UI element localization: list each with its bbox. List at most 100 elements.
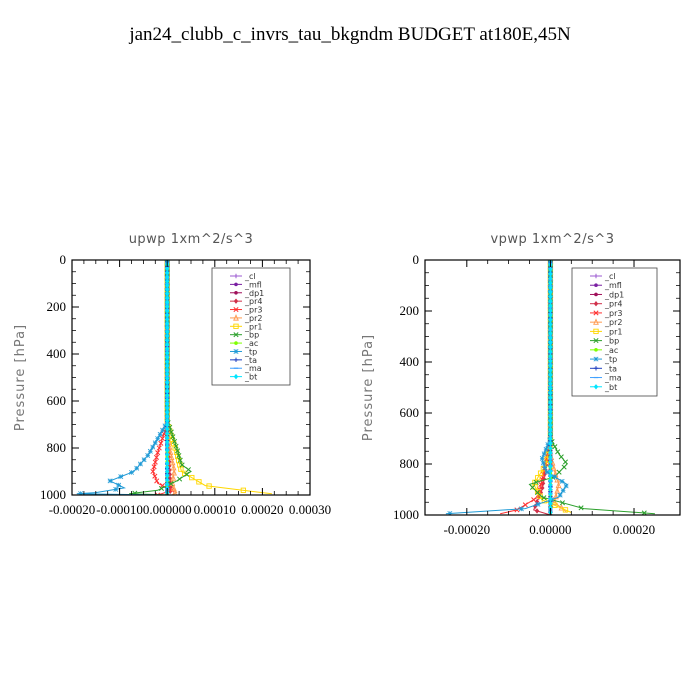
data-point — [189, 474, 195, 481]
data-point — [165, 341, 170, 348]
data-point — [165, 371, 170, 377]
data-point — [548, 271, 553, 277]
data-point — [165, 320, 170, 327]
data-point — [169, 458, 176, 466]
data-point — [538, 481, 544, 487]
legend-marker — [593, 328, 599, 335]
data-point — [548, 500, 553, 506]
data-point — [548, 298, 553, 305]
data-point — [165, 303, 170, 310]
data-point — [548, 427, 553, 433]
data-point — [561, 464, 567, 470]
x-tick-label: 0.00030 — [289, 502, 331, 517]
data-point — [548, 505, 553, 511]
y-tick-label: 800 — [47, 440, 67, 455]
data-point — [156, 445, 162, 451]
legend-marker — [594, 292, 598, 297]
legend-entry: _tp — [244, 347, 257, 356]
legend-marker — [594, 283, 598, 288]
data-point — [556, 469, 562, 475]
y-tick-label: 1000 — [40, 487, 66, 502]
data-point — [171, 438, 178, 444]
data-point — [533, 479, 539, 485]
x-tick-label: 0.000000 — [143, 502, 192, 517]
data-point — [537, 470, 544, 476]
data-point — [548, 381, 553, 387]
data-point — [541, 495, 547, 501]
legend-marker — [233, 348, 239, 354]
data-point — [165, 447, 170, 454]
panel-title: upwp 1xm^2/s^3 — [129, 232, 254, 247]
data-point — [548, 330, 553, 337]
data-point — [165, 451, 170, 458]
data-point — [165, 422, 170, 428]
legend-marker — [593, 273, 599, 279]
data-point — [551, 498, 558, 505]
legend-entry: _cl — [244, 272, 256, 281]
data-point — [170, 474, 177, 481]
data-point — [165, 278, 170, 284]
y-axis-label: Pressure [hPa] — [361, 334, 376, 441]
data-point — [78, 491, 84, 495]
data-point — [155, 450, 161, 456]
data-point — [548, 436, 553, 442]
data-point — [578, 505, 584, 511]
data-point — [129, 469, 134, 475]
data-point — [165, 434, 170, 441]
data-point — [552, 502, 558, 508]
legend-entry: _ac — [244, 339, 258, 348]
legend-marker — [233, 306, 239, 313]
data-point — [118, 474, 124, 480]
data-point — [165, 265, 170, 272]
x-tick-label: 0.00000 — [529, 522, 571, 537]
legend-entry: _ma — [244, 364, 262, 373]
data-point — [518, 506, 524, 512]
legend-entry: _cl — [604, 272, 616, 281]
data-point — [548, 339, 553, 346]
data-point — [165, 379, 170, 386]
data-point — [552, 474, 558, 480]
legend-marker — [233, 357, 239, 363]
data-point — [165, 426, 170, 432]
data-point — [535, 501, 541, 507]
data-point — [529, 484, 536, 491]
data-point — [534, 490, 541, 496]
legend-entry: _pr2 — [244, 314, 262, 323]
data-point — [152, 473, 158, 479]
data-point — [548, 353, 553, 360]
data-point — [170, 434, 176, 440]
data-point — [150, 444, 156, 450]
data-point — [548, 431, 553, 438]
data-point — [165, 312, 170, 318]
data-point — [548, 358, 553, 364]
data-point — [165, 333, 170, 339]
series-line — [129, 260, 192, 495]
y-tick-label: 200 — [47, 299, 67, 314]
data-point — [548, 413, 553, 419]
data-point — [170, 463, 177, 471]
series-line — [445, 260, 568, 515]
x-tick-label: -0.00020 — [49, 502, 96, 517]
figure-title: jan24_clubb_c_invrs_tau_bkgndm BUDGET at… — [128, 24, 571, 45]
data-point — [147, 448, 153, 454]
y-tick-label: 600 — [400, 405, 420, 420]
data-point — [548, 450, 553, 456]
data-point — [548, 459, 553, 465]
data-point — [168, 481, 174, 487]
legend-entry: _pr3 — [604, 309, 622, 318]
legend-entry: _mfl — [604, 281, 622, 290]
legend-marker — [593, 366, 599, 371]
data-point — [548, 280, 553, 286]
data-point — [154, 478, 160, 484]
y-tick-label: 1000 — [393, 507, 419, 522]
data-point — [174, 448, 181, 454]
data-point — [165, 443, 170, 449]
data-point — [165, 430, 170, 437]
data-point — [548, 312, 553, 318]
data-point — [548, 454, 553, 461]
data-point — [165, 346, 170, 352]
data-point — [531, 497, 537, 503]
data-point — [548, 445, 553, 451]
data-point — [240, 487, 247, 493]
data-point — [557, 492, 563, 498]
